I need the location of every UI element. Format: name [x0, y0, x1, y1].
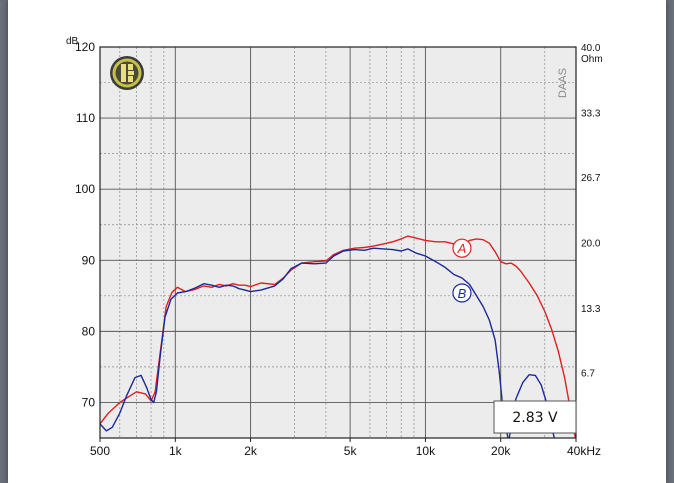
y2-tick-label: 26.7 — [581, 173, 601, 184]
plot-area — [100, 47, 576, 438]
x-tick-label: 5k — [344, 444, 358, 458]
series-line-b — [100, 247, 555, 438]
series-label-circle-a — [452, 238, 472, 258]
y2-unit-label: Ohm — [581, 54, 603, 65]
y-tick-label: 90 — [82, 253, 96, 267]
series-label-circle-b — [452, 283, 472, 303]
x-tick-label: 20k — [491, 444, 511, 458]
frequency-response-chart: AB dB Ohm DAAS 500 1k 2k 5k 10k 20k 40kHz70809… — [66, 36, 603, 458]
y2-tick-label: 6.7 — [581, 369, 595, 380]
y2-tick-label: 40.0 — [581, 43, 601, 54]
y-tick-label: 80 — [82, 324, 96, 338]
brand-label: DAAS — [557, 68, 569, 98]
y-tick-label: 110 — [76, 111, 95, 125]
voltage-box — [493, 400, 577, 434]
y-tick-label: 70 — [82, 395, 96, 409]
axis-labels: dB Ohm DAAS 500 1k 2k 5k 10k 20k 40kHz 70 80 90 10… — [66, 36, 603, 458]
voltage-annotation: 2.83 V — [512, 410, 558, 426]
series-lines: AB — [100, 235, 576, 438]
y2-tick-label: 20.0 — [581, 239, 601, 250]
series-line-a — [100, 235, 576, 438]
series-label-a: A — [457, 241, 467, 256]
x-tick-label: 40kHz — [567, 444, 601, 458]
plot-border — [99, 46, 577, 439]
annotation-box-group: 2.83 V — [493, 400, 577, 434]
y2-tick-label: 33.3 — [581, 108, 601, 119]
series-label-b: B — [458, 286, 467, 301]
x-tick-label: 10k — [416, 444, 436, 458]
x-tick-label: 500 — [90, 444, 110, 458]
y-tick-label: 100 — [75, 182, 95, 196]
y2-tick-label: 13.3 — [581, 304, 601, 315]
x-tick-label: 2k — [244, 444, 258, 458]
y-tick-label: 120 — [75, 40, 95, 54]
y-unit-label: dB — [66, 36, 79, 47]
x-tick-label: 1k — [169, 444, 183, 458]
logo-badge — [110, 56, 144, 90]
